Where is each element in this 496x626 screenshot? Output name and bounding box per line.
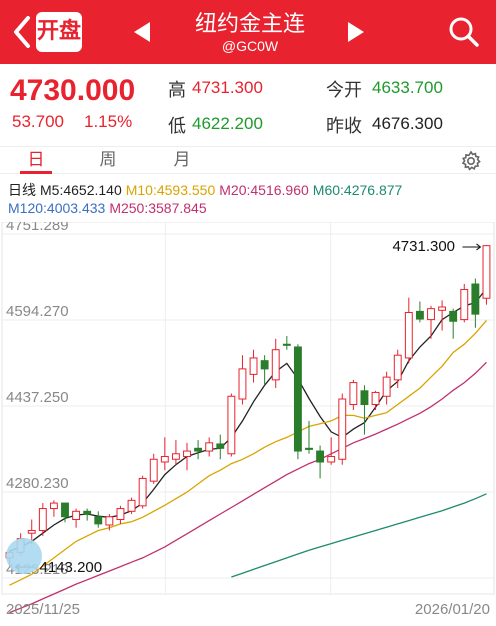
prev-instrument-icon[interactable] — [132, 20, 152, 49]
ma60-value: M60:4276.877 — [312, 182, 403, 198]
candle — [160, 456, 169, 463]
tab-month[interactable]: 月 — [173, 150, 191, 170]
candle — [404, 311, 413, 359]
candle — [149, 458, 158, 482]
candle — [360, 390, 369, 405]
search-icon[interactable] — [448, 16, 480, 53]
tab-week[interactable]: 周 — [99, 150, 117, 170]
m20-line — [9, 361, 487, 614]
candle — [260, 360, 269, 370]
candle — [393, 354, 402, 381]
candle — [382, 376, 391, 397]
ma120-value: M120:4003.433 — [8, 200, 106, 216]
x-label-start: 2025/11/25 — [6, 601, 80, 618]
prev-close-label: 昨收 — [326, 116, 362, 137]
period-tabs: 日 周 月 — [0, 146, 496, 174]
low-label: 低 — [168, 116, 186, 137]
candle — [205, 442, 214, 452]
candle — [38, 508, 47, 531]
open-value: 4633.700 — [372, 78, 443, 97]
ma10-value: M10:4593.550 — [125, 182, 216, 198]
prev-close-value: 4676.300 — [372, 114, 443, 133]
chart-frame — [1, 221, 495, 595]
app-logo[interactable]: 开盘 — [36, 12, 82, 52]
candle — [238, 368, 247, 400]
candle — [171, 453, 180, 460]
candle — [438, 306, 447, 311]
period-label: 日线 — [8, 182, 36, 198]
kline-svg[interactable]: 4751.2894594.2704437.2504280.2304123.210… — [0, 217, 496, 621]
quote-panel: 4730.000 53.700 1.15% 高 4731.300 低 4622.… — [0, 64, 496, 146]
min-price-label: 4143.200 — [40, 559, 103, 576]
candle — [271, 349, 280, 381]
candle — [305, 447, 313, 450]
ma250-value: M250:3587.845 — [109, 200, 207, 216]
candle — [116, 508, 125, 521]
candle — [282, 343, 291, 346]
max-price-label: 4731.300 — [392, 238, 455, 255]
ma5-value: M5:4652.140 — [40, 182, 122, 198]
candle — [194, 447, 203, 452]
candle — [94, 516, 103, 525]
candle — [72, 510, 81, 521]
m10-line — [9, 319, 487, 586]
low-value: 4622.200 — [192, 114, 263, 133]
candle — [427, 308, 435, 321]
candle — [349, 382, 358, 405]
high-label: 高 — [168, 80, 186, 101]
candle — [338, 398, 347, 460]
candle — [61, 502, 69, 518]
back-icon[interactable] — [10, 14, 34, 50]
candle — [316, 450, 325, 463]
candle — [471, 283, 480, 315]
candle — [27, 529, 36, 534]
m5-line — [9, 287, 488, 552]
candle — [227, 395, 236, 455]
candle — [83, 510, 92, 515]
candle — [460, 288, 469, 321]
y-tick-label: 4594.270 — [6, 303, 69, 320]
candle — [293, 346, 302, 452]
instrument-title: 纽约金主连 — [194, 12, 305, 37]
kline-chart[interactable]: 4751.289 4594.270 4437.250 4280.230 4123.210… — [0, 217, 496, 626]
instrument-code: @GC0W — [221, 38, 279, 54]
next-instrument-icon[interactable] — [346, 20, 366, 49]
candle — [249, 357, 258, 375]
y-tick-label: 4751.289 — [6, 222, 69, 234]
max-arrow-head — [476, 243, 482, 251]
high-value: 4731.300 — [192, 78, 263, 97]
x-label-end: 2026/01/20 — [415, 601, 490, 618]
y-tick-label: 4280.230 — [6, 475, 69, 492]
ma-legend-row2: M120:4003.433 M250:3587.845 — [8, 200, 211, 216]
price-change-pct: 1.15% — [84, 112, 133, 131]
ma-legend-row1: 日线 M5:4652.140 M10:4593.550 M20:4516.960 M60… — [8, 180, 406, 200]
candle — [482, 245, 491, 299]
float-assistant-icon — [6, 538, 42, 574]
candle — [138, 477, 147, 507]
candle — [449, 310, 458, 322]
top-bar: 开盘 纽约金主连 @GC0W — [0, 0, 496, 64]
candle — [183, 450, 191, 458]
candle — [49, 502, 58, 510]
candle — [371, 391, 380, 405]
candle — [127, 499, 136, 512]
ma20-value: M20:4516.960 — [219, 182, 309, 198]
tab-day[interactable]: 日 — [16, 147, 56, 174]
candle — [327, 456, 336, 463]
last-price: 4730.000 — [10, 74, 136, 107]
price-change: 53.700 — [12, 112, 64, 131]
settings-gear-icon[interactable] — [460, 150, 482, 177]
open-label: 今开 — [326, 80, 362, 101]
candle — [216, 443, 225, 449]
m60-line — [231, 493, 487, 578]
y-tick-label: 4437.250 — [6, 389, 69, 406]
candle — [105, 516, 114, 526]
candle — [415, 310, 424, 320]
